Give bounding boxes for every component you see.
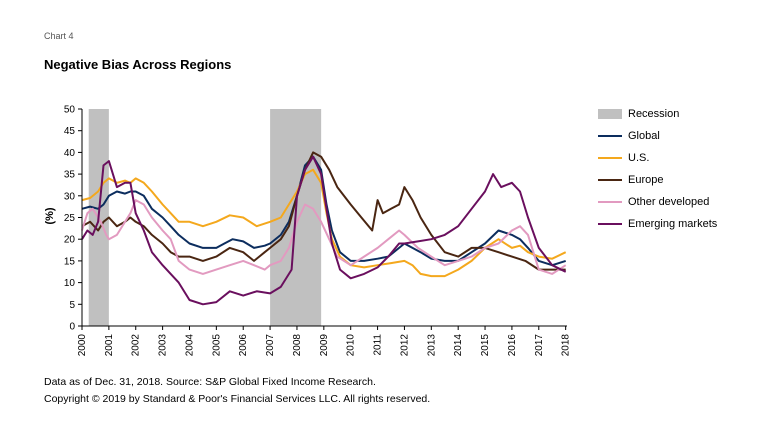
y-tick-label: 0: [69, 322, 75, 333]
legend-item-europe: Europe: [598, 169, 717, 191]
x-tick-label: 2015: [480, 334, 491, 357]
legend-item-other-developed: Other developed: [598, 191, 717, 213]
x-tick-label: 2008: [292, 334, 303, 357]
x-tick-label: 2007: [265, 334, 276, 357]
legend-label: Europe: [628, 174, 664, 186]
legend-item-recession: Recession: [598, 103, 717, 125]
legend-swatch: [598, 179, 622, 181]
chart-label: Chart 4: [44, 31, 74, 41]
series-line-u-s-: [81, 168, 567, 278]
x-tick-label: 2014: [453, 334, 464, 357]
legend-label: Recession: [628, 108, 680, 120]
legend-swatch: [598, 109, 622, 119]
series-line-other-developed: [81, 199, 567, 275]
x-tick-label: 2011: [373, 334, 384, 356]
y-tick-label: 30: [64, 191, 76, 202]
y-tick-label: 10: [64, 278, 76, 289]
legend: Recession Global U.S. Europe Other developed…: [598, 103, 717, 235]
y-axis-label: (%): [44, 207, 56, 224]
x-tick-label: 2000: [77, 334, 88, 357]
x-tick-label: 2013: [426, 334, 437, 357]
legend-label: Global: [628, 130, 660, 142]
x-tick-label: 2017: [534, 334, 545, 357]
x-tick-label: 2003: [158, 334, 169, 357]
legend-label: U.S.: [628, 152, 650, 164]
source-note: Data as of Dec. 31, 2018. Source: S&P Gl…: [44, 376, 376, 388]
x-tick-label: 2016: [507, 334, 518, 357]
legend-swatch: [598, 201, 622, 203]
series-line-global: [81, 155, 567, 267]
x-tick-label: 2009: [319, 334, 330, 357]
y-tick-label: 40: [64, 148, 76, 159]
y-tick-label: 45: [64, 126, 76, 137]
x-tick-label: 2012: [399, 334, 410, 357]
legend-label: Other developed: [628, 196, 710, 208]
x-tick-label: 2018: [561, 334, 572, 357]
x-tick-label: 2005: [211, 334, 222, 357]
copyright-note: Copyright © 2019 by Standard & Poor's Fi…: [44, 393, 431, 405]
legend-item-u-s-: U.S.: [598, 147, 717, 169]
y-tick-label: 5: [69, 300, 75, 311]
legend-swatch: [598, 223, 622, 225]
y-tick-label: 15: [64, 256, 76, 267]
x-tick-label: 2010: [346, 334, 357, 357]
legend-item-emerging-markets: Emerging markets: [598, 213, 717, 235]
y-tick-label: 25: [64, 213, 76, 224]
x-tick-label: 2004: [184, 334, 195, 357]
x-tick-label: 2002: [131, 334, 142, 357]
series-line-emerging-markets: [81, 155, 567, 306]
y-tick-label: 20: [64, 235, 76, 246]
legend-item-global: Global: [598, 125, 717, 147]
y-tick-label: 35: [64, 170, 76, 181]
legend-swatch: [598, 135, 622, 137]
legend-label: Emerging markets: [628, 218, 718, 230]
x-tick-label: 2001: [104, 334, 115, 357]
y-tick-label: 50: [64, 105, 76, 116]
legend-swatch: [598, 157, 622, 159]
chart-title: Negative Bias Across Regions: [44, 57, 232, 72]
x-tick-label: 2006: [238, 334, 249, 357]
